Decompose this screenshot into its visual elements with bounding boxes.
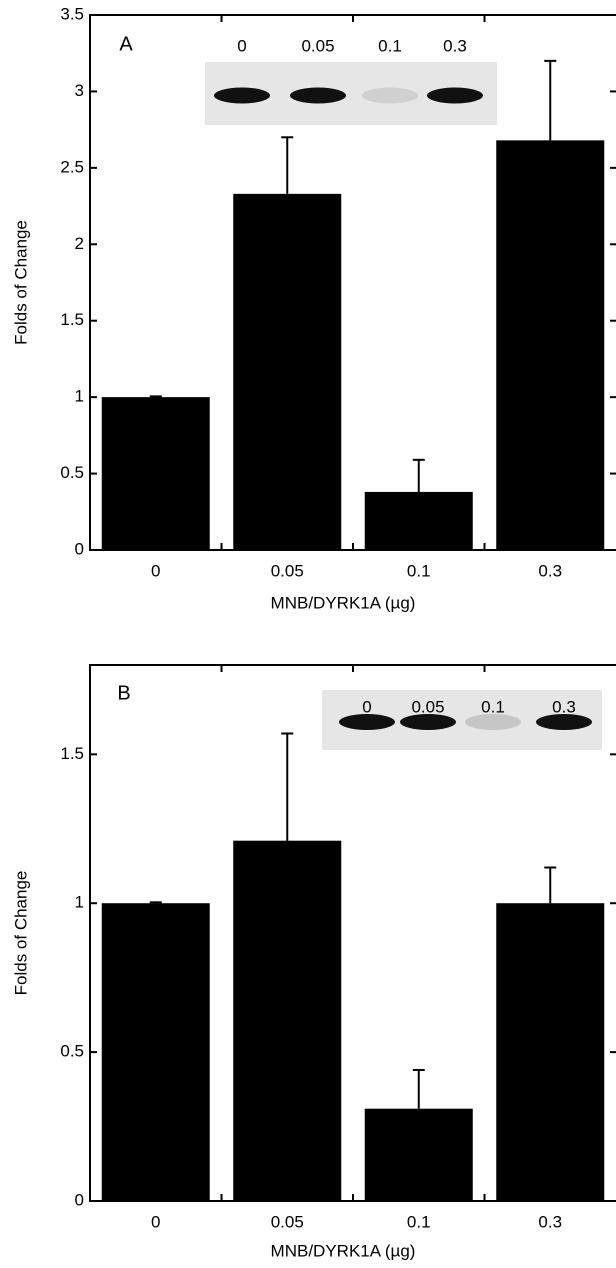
blot-band [465,714,521,730]
blot-lane-label: 0.1 [481,697,505,716]
blot-band [400,714,456,730]
y-tick-label: 0.5 [60,463,84,482]
bar [496,903,604,1201]
bar [496,140,604,550]
x-tick-label: 0.05 [271,1212,304,1231]
blot-band [214,88,270,104]
y-axis-label: Folds of Change [11,871,30,996]
bar [102,397,210,550]
bar [102,903,210,1201]
x-axis-label: MNB/DYRK1A (µg) [271,593,416,612]
y-tick-label: 2 [75,234,84,253]
bar [233,194,341,550]
y-tick-label: 0.5 [60,1042,84,1061]
y-tick-label: 0 [75,1190,84,1209]
blot-lane-label: 0.05 [301,36,334,55]
bar [233,841,341,1201]
x-tick-label: 0.05 [271,561,304,580]
x-tick-label: 0.3 [538,1212,562,1231]
x-tick-label: 0.3 [538,561,562,580]
y-tick-label: 1.5 [60,744,84,763]
y-tick-label: 3.5 [60,4,84,23]
blot-lane-label: 0.3 [443,36,467,55]
bar [365,1109,473,1201]
x-tick-label: 0.1 [407,561,431,580]
x-axis-label: MNB/DYRK1A (µg) [271,1241,416,1260]
x-tick-label: 0.1 [407,1212,431,1231]
figure: 0 0.5 1 1.5 2 2.5 3 3.5 0 0.05 0.1 0.3 MNB/DYRK1A (µ… [0,0,616,1268]
y-axis-label: Folds of Change [11,220,30,345]
y-tick-label: 1 [75,893,84,912]
blot-band [427,88,483,104]
x-tick-label: 0 [151,1212,160,1231]
blot-band [536,714,592,730]
panel-label: A [119,33,133,55]
blot-band [362,88,418,104]
panel-label: B [117,682,130,704]
blot-band [290,88,346,104]
y-tick-label: 1 [75,387,84,406]
blot-lane-label: 0.1 [378,36,402,55]
blot-lane-label: 0 [237,36,246,55]
blot-band [339,714,395,730]
blot-lane-label: 0 [362,697,371,716]
bar [365,492,473,550]
y-tick-label: 0 [75,539,84,558]
y-tick-label: 2.5 [60,157,84,176]
x-tick-label: 0 [151,561,160,580]
y-tick-label: 3 [75,81,84,100]
y-tick-label: 1.5 [60,310,84,329]
blot-lane-label: 0.3 [552,697,576,716]
blot-lane-label: 0.05 [411,697,444,716]
